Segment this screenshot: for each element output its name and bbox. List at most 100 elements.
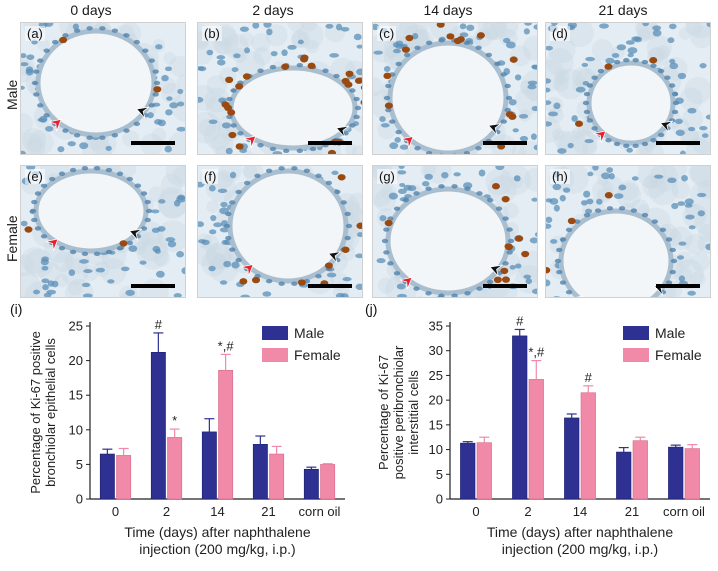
x-tick-label: 14 xyxy=(210,504,224,519)
y-axis-label: Percentage of Ki-67 positivebronchiolar … xyxy=(28,331,58,494)
scale-bar xyxy=(483,284,527,288)
x-axis-label: Time (days) after naphthalene xyxy=(487,524,673,540)
y-tick-label: 25 xyxy=(69,319,83,334)
micrograph-image xyxy=(546,166,710,297)
x-tick-label: 14 xyxy=(573,504,587,519)
significance-mark: # xyxy=(516,313,524,328)
micrograph-panel: (a) xyxy=(20,22,186,155)
micrograph-image xyxy=(198,23,362,154)
significance-mark: *,# xyxy=(528,345,545,360)
micrograph-panel: (e) xyxy=(20,165,186,298)
y-tick-label: 10 xyxy=(69,422,83,437)
scale-bar xyxy=(656,141,700,145)
legend-label-male: Male xyxy=(655,325,686,341)
legend-swatch-male xyxy=(262,326,288,340)
x-axis-label: injection (200 mg/kg, i.p.) xyxy=(502,541,658,557)
bar-male-21 xyxy=(616,451,632,500)
panel-label: (f) xyxy=(202,169,219,184)
y-tick-label: 0 xyxy=(436,492,443,507)
significance-mark: * xyxy=(172,413,177,428)
column-title-14-days: 14 days xyxy=(423,2,473,18)
micrograph-panel: (h) xyxy=(545,165,711,298)
column-title-2-days: 2 days xyxy=(252,2,294,18)
y-tick-label: 5 xyxy=(436,467,443,482)
scale-bar xyxy=(308,141,352,145)
panel-label: (a) xyxy=(25,26,45,41)
y-tick-label: 25 xyxy=(429,368,443,383)
micrograph-image xyxy=(373,166,537,297)
panel-label: (d) xyxy=(550,26,570,41)
bar-female-0 xyxy=(476,442,492,500)
micrograph-panel: (c) xyxy=(372,22,538,155)
y-tick-label: 35 xyxy=(429,319,443,334)
column-title-0-days: 0 days xyxy=(70,2,112,18)
significance-mark: # xyxy=(585,370,593,385)
y-axis-label: Percentage of Ki-67positive peribronchio… xyxy=(376,345,421,479)
legend-swatch-female xyxy=(262,348,288,362)
bar-female-corn-oil xyxy=(320,464,336,500)
scale-bar xyxy=(131,284,175,288)
scale-bar xyxy=(656,284,700,288)
y-tick-label: 20 xyxy=(69,353,83,368)
y-tick-label: 20 xyxy=(429,393,443,408)
chart-panel-label: (j) xyxy=(365,301,377,317)
y-tick-label: 15 xyxy=(69,388,83,403)
micrograph-image xyxy=(373,23,537,154)
legend-swatch-female xyxy=(623,348,649,362)
bar-female-21 xyxy=(269,453,285,500)
x-tick-label: 2 xyxy=(163,504,170,519)
legend-swatch-male xyxy=(623,326,649,340)
y-tick-label: 5 xyxy=(76,457,83,472)
x-axis-label: injection (200 mg/kg, i.p.) xyxy=(139,541,295,557)
micrograph-image xyxy=(198,166,362,297)
bar-female-corn-oil xyxy=(684,448,700,500)
x-tick-label: 0 xyxy=(472,504,479,519)
bar-male-corn-oil xyxy=(303,468,319,500)
x-axis-label: Time (days) after naphthalene xyxy=(124,524,310,540)
micrograph-panel: (f) xyxy=(197,165,363,298)
scale-bar xyxy=(483,141,527,145)
x-tick-label: 21 xyxy=(625,504,639,519)
x-tick-label: 0 xyxy=(112,504,119,519)
bar-male-14 xyxy=(564,417,580,500)
significance-mark: # xyxy=(155,317,163,332)
row-title-male: Male xyxy=(4,79,20,110)
bar-male-14 xyxy=(201,431,217,500)
micrograph-panel: (b) xyxy=(197,22,363,155)
bar-male-0 xyxy=(99,453,115,500)
legend-label-male: Male xyxy=(294,325,325,341)
x-tick-label: 21 xyxy=(261,504,275,519)
legend-label-female: Female xyxy=(294,347,341,363)
significance-mark: *,# xyxy=(218,338,235,353)
micrograph-image xyxy=(21,23,185,154)
y-tick-label: 10 xyxy=(429,442,443,457)
bar-female-0 xyxy=(116,455,132,500)
chart-i-svg: (i) 0 5 10 15 20 25 Percentage of Ki-67 positiv… xyxy=(10,301,345,557)
bar-female-21 xyxy=(632,440,648,500)
chart-panel-label: (i) xyxy=(10,301,22,317)
panel-label: (b) xyxy=(202,26,222,41)
y-tick-label: 15 xyxy=(429,417,443,432)
panel-label: (e) xyxy=(25,169,45,184)
bar-female-2 xyxy=(167,437,183,500)
y-tick-label: 30 xyxy=(429,343,443,358)
bar-chart-epithelial: (i) 0 5 10 15 20 25 Percentage of Ki-67 positiv… xyxy=(0,300,350,571)
panel-label: (h) xyxy=(550,169,570,184)
micrograph-image xyxy=(21,166,185,297)
panel-label: (g) xyxy=(377,169,397,184)
bar-female-2 xyxy=(528,379,544,500)
x-tick-label: corn oil xyxy=(663,504,705,519)
x-tick-label: 2 xyxy=(524,504,531,519)
bar-male-2 xyxy=(150,351,166,500)
scale-bar xyxy=(131,141,175,145)
bar-male-2 xyxy=(512,335,528,500)
column-title-21-days: 21 days xyxy=(598,2,648,18)
scale-bar xyxy=(308,284,352,288)
bar-chart-interstitial: (j) 0 5 10 15 20 25 30 35 Percentage of Ki-67posi… xyxy=(355,300,715,571)
row-title-female: Female xyxy=(4,215,20,262)
micrograph-panel: (d) xyxy=(545,22,711,155)
x-tick-label: corn oil xyxy=(299,504,341,519)
legend-label-female: Female xyxy=(655,347,702,363)
panel-label: (c) xyxy=(377,26,397,41)
